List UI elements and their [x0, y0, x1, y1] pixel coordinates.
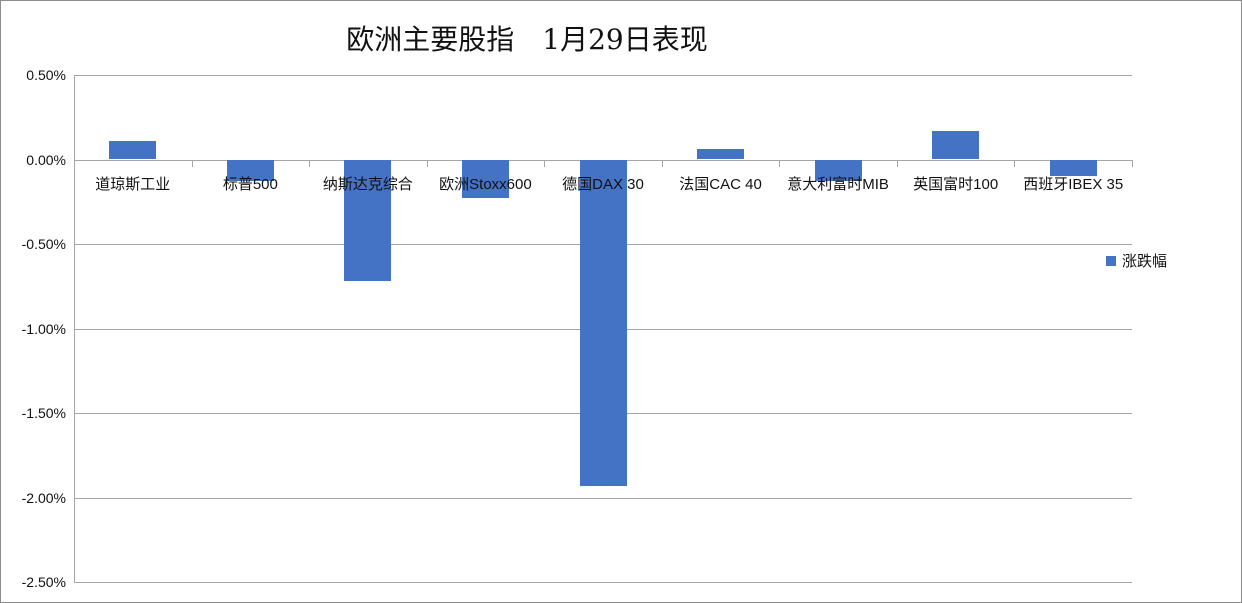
x-category-label: 意大利富时MIB	[787, 175, 889, 193]
legend-label: 涨跌幅	[1122, 253, 1168, 270]
y-tick-label: 0.50%	[26, 67, 66, 83]
bar	[109, 140, 157, 160]
y-tick-label: 0.00%	[26, 151, 66, 168]
gridline	[74, 75, 1132, 76]
x-category-label: 欧洲Stoxx600	[439, 175, 532, 193]
gridline	[74, 497, 1132, 499]
y-tick-label: -1.50%	[21, 405, 66, 421]
x-tick	[309, 159, 311, 167]
x-tick	[896, 159, 898, 167]
x-tick	[1132, 159, 1133, 167]
bar	[1049, 159, 1097, 177]
bar	[814, 159, 862, 182]
y-tick-label: -1.00%	[21, 320, 66, 337]
x-category-label: 标普500	[222, 175, 278, 193]
bar	[697, 149, 745, 160]
chart-title: 欧洲主要股指 1月29日表现	[346, 23, 708, 56]
x-category-label: 德国DAX 30	[562, 175, 644, 193]
x-tick	[426, 159, 428, 167]
x-category-label: 西班牙IBEX 35	[1023, 175, 1124, 193]
bar	[579, 159, 627, 486]
x-category-label: 英国富时100	[913, 175, 999, 193]
y-tick-label: -2.50%	[21, 574, 66, 590]
x-tick	[779, 159, 781, 167]
x-category-label: 法国CAC 40	[679, 175, 762, 193]
x-tick	[191, 159, 193, 167]
x-category-label: 道琼斯工业	[95, 175, 171, 193]
gridline	[74, 582, 1132, 583]
bar	[344, 159, 392, 282]
x-category-label: 纳斯达克综合	[322, 175, 413, 193]
x-tick	[544, 159, 546, 167]
plot-area: 道琼斯工业 标普500 纳斯达克综合 欧洲Stoxx600 德国DAX 30 法国CAC …	[74, 75, 1133, 583]
legend-swatch-icon	[1106, 255, 1116, 266]
x-tick	[1014, 159, 1016, 167]
legend: 涨跌幅	[1106, 250, 1167, 271]
y-tick-label: -0.50%	[21, 236, 66, 252]
bar	[932, 130, 980, 160]
bar	[226, 159, 274, 182]
x-tick	[74, 159, 75, 167]
x-tick	[661, 159, 663, 167]
bar	[461, 159, 509, 199]
y-tick-label: -2.00%	[21, 489, 66, 506]
